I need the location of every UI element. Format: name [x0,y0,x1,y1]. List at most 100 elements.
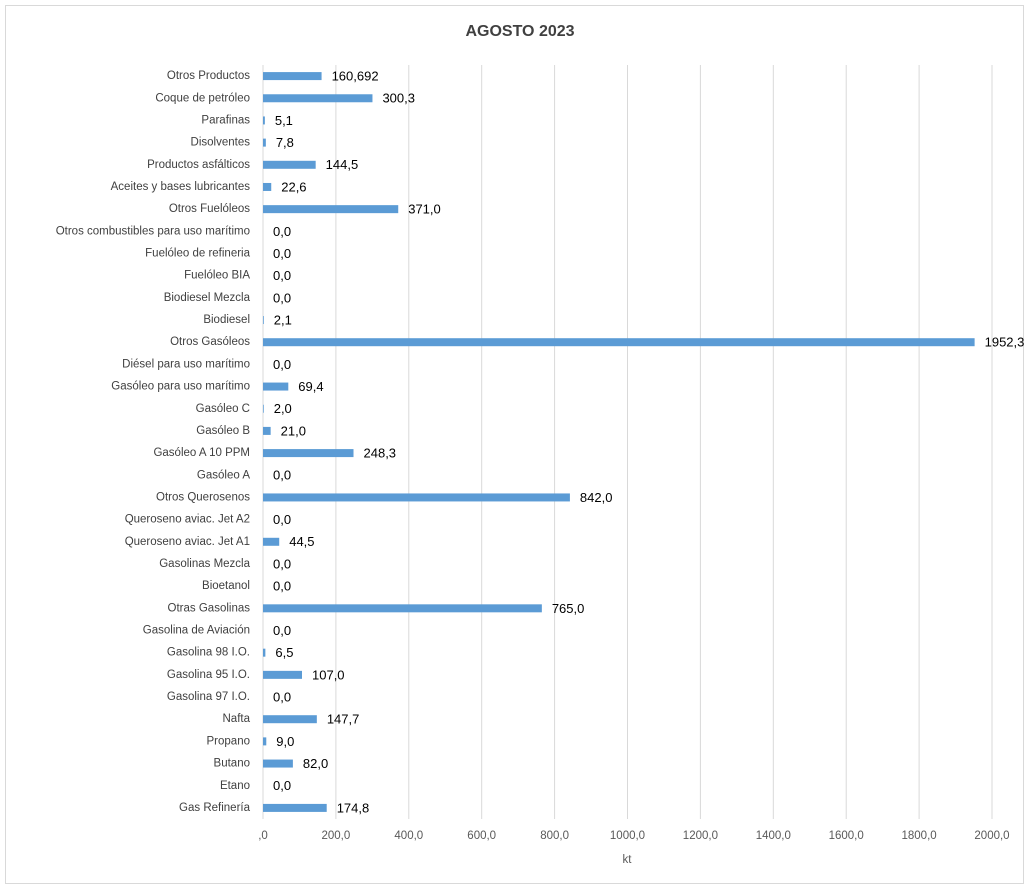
bar [263,382,289,391]
y-tick-label: Otras Gasolinas [168,602,251,614]
x-tick-label: 1200,0 [683,830,718,842]
value-label: 107,0 [312,667,345,682]
value-label: 82,0 [303,756,328,771]
x-tick-label: ,0 [258,830,268,842]
value-label: 0,0 [273,468,291,483]
x-tick-label: 1400,0 [756,830,791,842]
bar [263,72,322,81]
y-tick-label: Propano [207,735,250,747]
value-label: 765,0 [552,601,585,616]
x-tick-label: 1800,0 [902,830,937,842]
y-tick-label: Otros Productos [167,70,250,82]
y-tick-label: Productos asfálticos [147,159,250,171]
y-tick-label: Gasolina 95 I.O. [167,669,250,681]
bar [263,316,264,325]
value-label: 5,1 [275,113,293,128]
value-label: 0,0 [273,689,291,704]
y-tick-label: Bioetanol [202,580,250,592]
value-label: 0,0 [273,778,291,793]
y-tick-label: Parafinas [201,114,250,126]
bar [263,449,354,458]
bar [263,493,570,502]
x-tick-label: 800,0 [540,830,569,842]
value-label: 144,5 [326,157,359,172]
y-tick-label: Otros combustibles para uso marítimo [56,225,250,237]
bar [263,803,327,812]
value-label: 44,5 [289,534,314,549]
y-tick-label: Butano [214,758,250,770]
y-tick-label: Disolventes [191,137,251,149]
y-tick-label: Gasóleo A [197,469,250,481]
chart-border [5,5,1024,884]
value-label: 0,0 [273,268,291,283]
y-tick-label: Gasolinas Mezcla [159,558,250,570]
value-label: 21,0 [281,423,306,438]
value-label: 2,0 [274,401,292,416]
value-label: 2,1 [274,312,292,327]
value-label: 0,0 [273,512,291,527]
value-label: 371,0 [408,202,441,217]
y-tick-label: Gasolina de Aviación [143,625,250,637]
bar [263,715,317,724]
x-tick-label: 2000,0 [974,830,1009,842]
y-tick-label: Diésel para uso marítimo [122,358,250,370]
value-label: 842,0 [580,490,613,505]
y-tick-label: Etano [220,780,250,792]
bar [263,116,265,125]
value-label: 9,0 [276,734,294,749]
bar [263,205,399,214]
value-label: 0,0 [273,224,291,239]
bar [263,404,264,413]
value-label: 0,0 [273,290,291,305]
value-label: 69,4 [298,379,323,394]
value-label: 174,8 [337,800,370,815]
y-tick-label: Aceites y bases lubricantes [111,181,251,193]
bar [263,138,266,147]
y-tick-label: Gasolina 98 I.O. [167,647,250,659]
y-tick-label: Queroseno aviac. Jet A1 [125,536,250,548]
x-axis-label: kt [623,854,633,866]
bar [263,426,271,435]
value-label: 1952,3 [985,335,1025,350]
bar [263,182,272,191]
y-tick-label: Fuelóleo BIA [184,270,250,282]
y-tick-label: Otros Querosenos [156,491,250,503]
y-tick-label: Fuelóleo de refineria [145,248,250,260]
y-tick-label: Biodiesel Mezcla [164,292,251,304]
value-label: 7,8 [276,135,294,150]
value-label: 0,0 [273,246,291,261]
value-label: 0,0 [273,556,291,571]
value-label: 160,692 [332,69,379,84]
x-tick-label: 1000,0 [610,830,645,842]
y-tick-label: Coque de petróleo [155,92,250,104]
y-tick-label: Otros Gasóleos [170,336,250,348]
chart-title: AGOSTO 2023 [465,23,574,40]
bar [263,759,293,768]
bar [263,94,373,103]
y-tick-label: Nafta [223,713,251,725]
y-tick-label: Biodiesel [203,314,250,326]
value-label: 147,7 [327,712,360,727]
value-label: 0,0 [273,623,291,638]
y-tick-label: Gasóleo C [196,403,250,415]
x-tick-label: 1600,0 [829,830,864,842]
bar [263,604,542,613]
value-label: 0,0 [273,357,291,372]
bar [263,160,316,169]
y-tick-label: Gasóleo para uso marítimo [111,381,250,393]
x-tick-label: 600,0 [467,830,496,842]
y-tick-label: Queroseno aviac. Jet A2 [125,514,250,526]
bar [263,670,303,679]
x-tick-label: 200,0 [322,830,351,842]
value-label: 6,5 [275,645,293,660]
bar [263,537,280,546]
y-tick-label: Gasolina 97 I.O. [167,691,250,703]
y-tick-label: Gasóleo B [196,425,250,437]
value-label: 300,3 [382,91,415,106]
y-tick-label: Gasóleo A 10 PPM [153,447,250,459]
value-label: 248,3 [364,446,397,461]
x-tick-label: 400,0 [394,830,423,842]
value-label: 22,6 [281,179,306,194]
value-label: 0,0 [273,579,291,594]
bar [263,737,267,746]
